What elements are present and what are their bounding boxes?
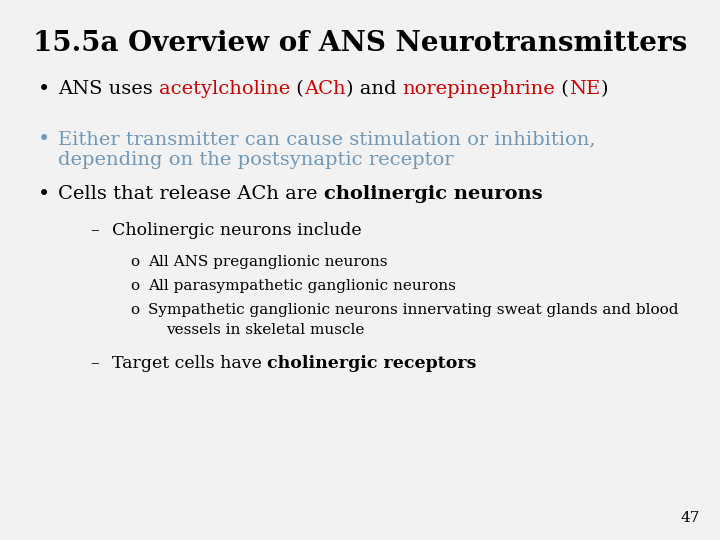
Text: vessels in skeletal muscle: vessels in skeletal muscle (166, 323, 364, 337)
Text: (: ( (555, 80, 569, 98)
Text: All parasympathetic ganglionic neurons: All parasympathetic ganglionic neurons (148, 279, 456, 293)
Text: •: • (38, 185, 50, 204)
Text: Sympathetic ganglionic neurons innervating sweat glands and blood: Sympathetic ganglionic neurons innervati… (148, 303, 678, 317)
Text: acetylcholine: acetylcholine (159, 80, 290, 98)
Text: –: – (90, 222, 99, 239)
Text: Cholinergic neurons include: Cholinergic neurons include (112, 222, 361, 239)
Text: o: o (130, 303, 139, 317)
Text: o: o (130, 255, 139, 269)
Text: All ANS preganglionic neurons: All ANS preganglionic neurons (148, 255, 387, 269)
Text: depending on the postsynaptic receptor: depending on the postsynaptic receptor (58, 151, 454, 169)
Text: Cells that release ACh are: Cells that release ACh are (58, 185, 324, 203)
Text: 47: 47 (680, 511, 700, 525)
Text: cholinergic receptors: cholinergic receptors (267, 355, 477, 372)
Text: o: o (130, 279, 139, 293)
Text: cholinergic neurons: cholinergic neurons (324, 185, 542, 203)
Text: 15.5a Overview of ANS Neurotransmitters: 15.5a Overview of ANS Neurotransmitters (33, 30, 687, 57)
Text: •: • (38, 80, 50, 99)
Text: •: • (38, 130, 50, 149)
Text: NE: NE (569, 80, 600, 98)
Text: Either transmitter can cause stimulation or inhibition,: Either transmitter can cause stimulation… (58, 130, 595, 148)
Text: norepinephrine: norepinephrine (402, 80, 555, 98)
Text: (: ( (290, 80, 304, 98)
Text: ) and: ) and (346, 80, 402, 98)
Text: ): ) (600, 80, 608, 98)
Text: ACh: ACh (304, 80, 346, 98)
Text: Target cells have: Target cells have (112, 355, 267, 372)
Text: –: – (90, 355, 99, 372)
Text: ANS uses: ANS uses (58, 80, 159, 98)
